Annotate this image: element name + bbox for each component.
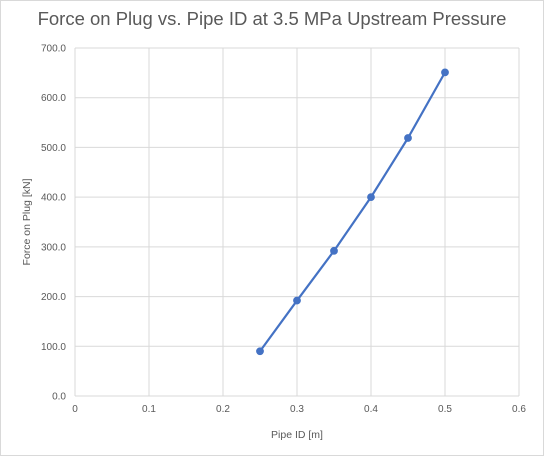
data-point (293, 296, 301, 305)
x-tick-label: 0 (72, 404, 78, 415)
gridlines (74, 47, 520, 397)
y-tick-label: 700.0 (41, 44, 66, 55)
data-point (367, 193, 375, 202)
x-tick-label: 0.3 (290, 404, 304, 415)
data-point (256, 347, 264, 356)
data-point (330, 246, 338, 255)
y-tick-label: 0.0 (52, 392, 66, 403)
series-line (259, 71, 446, 352)
y-axis-title: Force on Plug [kN] (21, 178, 33, 265)
y-tick-label: 300.0 (41, 242, 66, 253)
chart-title: Force on Plug vs. Pipe ID at 3.5 MPa Ups… (37, 8, 507, 29)
x-tick-label: 0.4 (364, 404, 378, 415)
y-tick-label: 500.0 (41, 143, 66, 154)
x-tick-label: 0.6 (512, 404, 526, 415)
data-point (404, 134, 412, 142)
x-axis-title: Pipe ID [m] (271, 429, 323, 441)
y-tick-label: 200.0 (41, 292, 66, 303)
x-tick-label: 0.1 (142, 404, 156, 415)
y-tick-label: 100.0 (41, 342, 66, 353)
tick-labels: 0 0.1 0.2 0.3 0.4 0.5 0.6 0.0 100.0 200.0 300.0 400… (41, 44, 526, 416)
y-tick-label: 600.0 (41, 93, 66, 104)
x-tick-label: 0.5 (438, 404, 452, 415)
x-tick-label: 0.2 (216, 404, 230, 415)
data-series (256, 68, 449, 356)
y-tick-label: 400.0 (41, 193, 66, 204)
data-point (441, 68, 449, 77)
